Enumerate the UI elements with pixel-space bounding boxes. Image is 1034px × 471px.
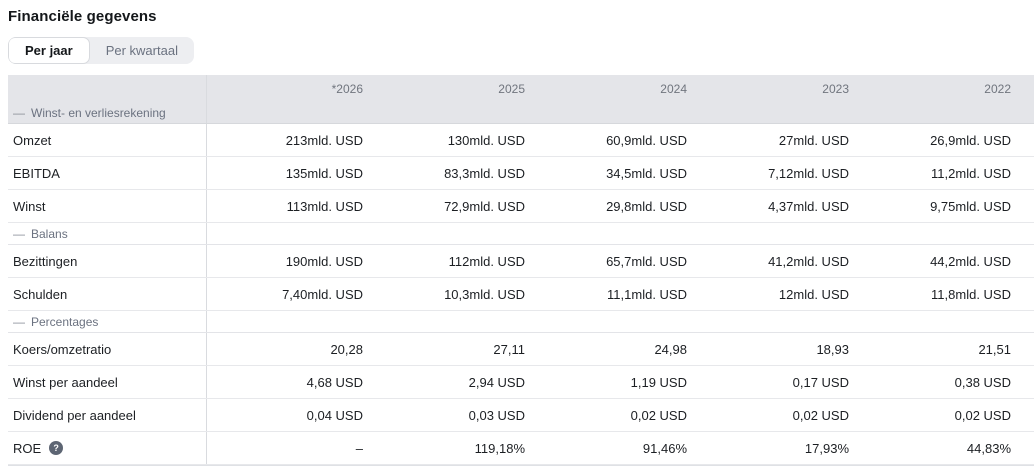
section-label-cell: — Winst- en verliesrekening xyxy=(8,102,207,123)
table-row-koers-omzetratio: Koers/omzetratio 20,28 27,11 24,98 18,93… xyxy=(8,333,1034,366)
value-cell: 72,9mld. USD xyxy=(444,198,525,214)
table-row-dividend-per-aandeel: Dividend per aandeel 0,04 USD 0,03 USD 0… xyxy=(8,399,1034,432)
value-cell: 34,5mld. USD xyxy=(606,165,687,181)
value-cell: 26,9mld. USD xyxy=(930,132,1011,148)
column-header-2026: *2026 xyxy=(331,81,363,96)
info-icon[interactable]: ? xyxy=(49,441,64,455)
value-cell: 190mld. USD xyxy=(285,253,363,269)
value-cell: 0,17 USD xyxy=(792,374,849,390)
table-row-winst: Winst 113mld. USD 72,9mld. USD 29,8mld. … xyxy=(8,190,1034,223)
row-label-cell: Winst per aandeel xyxy=(8,366,207,398)
value-cell: 24,98 xyxy=(654,341,687,357)
value-cell: 17,93% xyxy=(804,440,849,456)
value-cell: 4,68 USD xyxy=(306,374,363,390)
table-row-bezittingen: Bezittingen 190mld. USD 112mld. USD 65,7… xyxy=(8,245,1034,278)
value-cell: 1,19 USD xyxy=(630,374,687,390)
value-cell: 65,7mld. USD xyxy=(606,253,687,269)
row-label-cell: Schulden xyxy=(8,278,207,310)
table-row-schulden: Schulden 7,40mld. USD 10,3mld. USD 11,1m… xyxy=(8,278,1034,311)
table-row-winst-per-aandeel: Winst per aandeel 4,68 USD 2,94 USD 1,19… xyxy=(8,366,1034,399)
value-cell: 0,04 USD xyxy=(306,407,363,423)
value-cell: 44,2mld. USD xyxy=(930,253,1011,269)
section-row-balans[interactable]: — Balans xyxy=(8,223,1034,245)
value-cell: 0,03 USD xyxy=(468,407,525,423)
tab-per-jaar[interactable]: Per jaar xyxy=(8,37,90,64)
value-cell: 113mld. USD xyxy=(286,198,363,214)
row-label-cell: Omzet xyxy=(8,124,207,156)
financial-table: *2026 2025 2024 2023 2022 — Winst- en ve… xyxy=(8,75,1034,466)
row-label: ROE xyxy=(13,440,42,456)
column-header-2025: 2025 xyxy=(498,81,525,96)
column-header-2022: 2022 xyxy=(984,81,1011,96)
row-label: Omzet xyxy=(13,132,52,148)
table-row-omzet: Omzet 213mld. USD 130mld. USD 60,9mld. U… xyxy=(8,124,1034,157)
value-cell: 130mld. USD xyxy=(447,132,525,148)
row-label-cell: Dividend per aandeel xyxy=(8,399,207,431)
value-cell: 0,02 USD xyxy=(954,407,1011,423)
value-cell: 7,12mld. USD xyxy=(768,165,849,181)
section-label: Percentages xyxy=(31,314,99,329)
row-label: Winst per aandeel xyxy=(13,374,118,390)
value-cell: 9,75mld. USD xyxy=(930,198,1011,214)
value-cell: 7,40mld. USD xyxy=(282,286,363,302)
row-label: Schulden xyxy=(13,286,68,302)
row-label-cell: EBITDA xyxy=(8,157,207,189)
section-row-percentages[interactable]: — Percentages xyxy=(8,311,1034,333)
value-cell: 83,3mld. USD xyxy=(444,165,525,181)
value-cell: – xyxy=(355,440,363,456)
collapse-icon[interactable]: — xyxy=(13,105,25,120)
value-cell: 27mld. USD xyxy=(778,132,849,148)
value-cell: 18,93 xyxy=(816,341,849,357)
value-cell: 2,94 USD xyxy=(468,374,525,390)
value-cell: 60,9mld. USD xyxy=(606,132,687,148)
tab-per-kwartaal[interactable]: Per kwartaal xyxy=(90,37,194,64)
table-body: — Winst- en verliesrekening Omzet 213mld… xyxy=(8,102,1034,465)
section-label-cell: — Percentages xyxy=(8,311,207,332)
value-cell: 119,18% xyxy=(474,440,525,456)
page-title: Financiële gegevens xyxy=(8,8,157,25)
row-label-cell: ROE ? xyxy=(8,432,207,464)
value-cell: 112mld. USD xyxy=(448,253,525,269)
table-row-roe: ROE ? – 119,18% 91,46% 17,93% 44,83% xyxy=(8,432,1034,465)
year-header-spacer xyxy=(8,75,207,102)
value-cell: 21,51 xyxy=(978,341,1011,357)
value-cell: 135mld. USD xyxy=(285,165,363,181)
column-header-2023: 2023 xyxy=(822,81,849,96)
value-cell: 29,8mld. USD xyxy=(606,198,687,214)
row-label: EBITDA xyxy=(13,165,60,181)
value-cell: 91,46% xyxy=(642,440,687,456)
section-label-cell: — Balans xyxy=(8,223,207,244)
value-cell: 27,11 xyxy=(493,341,525,357)
collapse-icon[interactable]: — xyxy=(13,314,25,329)
row-label-cell: Koers/omzetratio xyxy=(8,333,207,365)
value-cell: 11,2mld. USD xyxy=(931,165,1011,181)
value-cell: 41,2mld. USD xyxy=(768,253,849,269)
row-label-cell: Winst xyxy=(8,190,207,222)
value-cell: 11,1mld. USD xyxy=(607,286,687,302)
value-cell: 20,28 xyxy=(330,341,363,357)
value-cell: 12mld. USD xyxy=(778,286,849,302)
table-row-ebitda: EBITDA 135mld. USD 83,3mld. USD 34,5mld.… xyxy=(8,157,1034,190)
row-label: Bezittingen xyxy=(13,253,78,269)
value-cell: 0,38 USD xyxy=(954,374,1011,390)
row-label: Winst xyxy=(13,198,46,214)
value-cell: 11,8mld. USD xyxy=(931,286,1011,302)
row-label-cell: Bezittingen xyxy=(8,245,207,277)
value-cell: 213mld. USD xyxy=(285,132,363,148)
section-label: Balans xyxy=(31,226,68,241)
value-cell: 0,02 USD xyxy=(792,407,849,423)
value-cell: 44,83% xyxy=(966,440,1011,456)
collapse-icon[interactable]: — xyxy=(13,226,25,241)
year-header-row: *2026 2025 2024 2023 2022 xyxy=(8,75,1034,102)
value-cell: 4,37mld. USD xyxy=(768,198,849,214)
section-label: Winst- en verliesrekening xyxy=(31,105,166,120)
row-label: Koers/omzetratio xyxy=(13,341,112,357)
value-cell: 0,02 USD xyxy=(630,407,687,423)
value-cell: 10,3mld. USD xyxy=(444,286,525,302)
period-tab-group: Per jaar Per kwartaal xyxy=(8,37,194,64)
row-label: Dividend per aandeel xyxy=(13,407,136,423)
column-header-2024: 2024 xyxy=(660,81,687,96)
section-row-winst-en-verliesrekening[interactable]: — Winst- en verliesrekening xyxy=(8,102,1034,124)
